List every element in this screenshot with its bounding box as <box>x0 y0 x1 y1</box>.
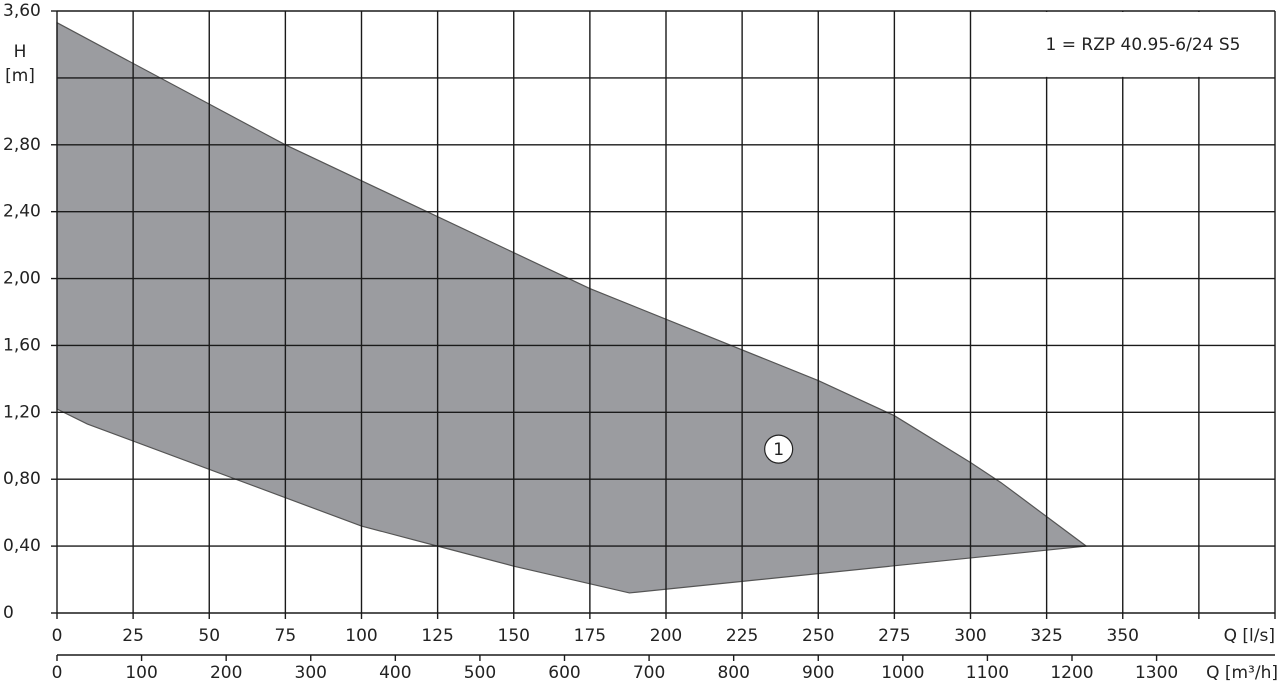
y-label: H <box>14 42 27 62</box>
x-tick-label: 50 <box>198 626 220 646</box>
x2-tick-label: 300 <box>295 663 327 683</box>
y-unit: [m] <box>5 66 35 86</box>
x-tick-label: 100 <box>345 626 377 646</box>
y-tick-label: 3,60 <box>3 1 41 21</box>
area <box>56 21 1088 594</box>
x2-tick-label: 800 <box>717 663 749 683</box>
x-tick-label: 225 <box>726 626 758 646</box>
x-tick-label: 300 <box>954 626 986 646</box>
x2-tick-label: 1300 <box>1135 663 1178 683</box>
y-tick-label: 0,80 <box>3 469 41 489</box>
x2-tick-label: 400 <box>379 663 411 683</box>
x2-tick-label: 200 <box>210 663 242 683</box>
x2-tick-label: 600 <box>548 663 580 683</box>
x2-tick-label: 900 <box>802 663 834 683</box>
x-label: Q [l/s] <box>1224 626 1275 646</box>
x-tick-label: 25 <box>122 626 144 646</box>
x2-label: Q [m³/h] <box>1206 663 1278 683</box>
y-tick-label: 2,00 <box>3 269 41 289</box>
annotation: 1 <box>773 440 784 460</box>
x-tick-label: 150 <box>498 626 530 646</box>
x2-tick-label: 1200 <box>1050 663 1093 683</box>
x-tick-label: 250 <box>802 626 834 646</box>
y-tick-label: 1,20 <box>3 402 41 422</box>
legend-text: 1 = RZP 40.95-6/24 S5 <box>1046 35 1241 55</box>
x2-tick-label: 1000 <box>881 663 924 683</box>
x2-tick-label: 700 <box>633 663 665 683</box>
y-tick-label: 2,80 <box>3 135 41 155</box>
y-tick-label: 0,40 <box>3 536 41 556</box>
annotation-circle <box>764 434 794 464</box>
x2-tick-label: 100 <box>125 663 157 683</box>
y-tick-label: 1,60 <box>3 335 41 355</box>
x-tick-label: 200 <box>650 626 682 646</box>
x-tick-label: 350 <box>1107 626 1139 646</box>
legend-box <box>1003 12 1274 77</box>
x2-tick-label: 0 <box>52 663 63 683</box>
y-tick-label: 0 <box>3 603 14 623</box>
x-tick-label: 175 <box>574 626 606 646</box>
y-tick-label: 2,40 <box>3 202 41 222</box>
x-tick-label: 325 <box>1030 626 1062 646</box>
x-tick-label: 75 <box>275 626 297 646</box>
x2-tick-label: 500 <box>464 663 496 683</box>
x2-tick-label: 1100 <box>966 663 1009 683</box>
x-tick-label: 125 <box>421 626 453 646</box>
x-tick-label: 275 <box>878 626 910 646</box>
x-tick-label: 0 <box>52 626 63 646</box>
